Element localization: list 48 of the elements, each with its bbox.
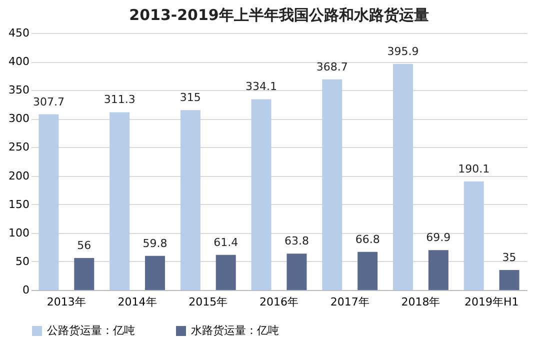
data-label: 59.8 bbox=[142, 236, 168, 250]
data-label: 56 bbox=[77, 239, 92, 252]
x-tick-label: 2018年 bbox=[401, 296, 440, 308]
data-label: 63.8 bbox=[284, 234, 309, 248]
legend-label: 水路货运量：亿吨 bbox=[191, 324, 279, 337]
y-tick-label: 200 bbox=[8, 169, 30, 182]
data-label: 311.3 bbox=[104, 93, 136, 106]
bar bbox=[180, 110, 200, 290]
y-tick-label: 300 bbox=[8, 112, 30, 126]
bar bbox=[322, 79, 342, 290]
data-label: 35 bbox=[502, 251, 516, 264]
y-tick-label: 0 bbox=[22, 284, 30, 296]
bar bbox=[358, 252, 378, 290]
data-label: 368.7 bbox=[316, 60, 348, 74]
y-tick-label: 450 bbox=[8, 26, 30, 40]
bar bbox=[464, 181, 484, 290]
x-tick-label: 2014年 bbox=[118, 296, 157, 308]
y-tick-label: 100 bbox=[8, 226, 30, 240]
bar bbox=[110, 112, 130, 290]
x-tick-label: 2015年 bbox=[188, 296, 228, 308]
bar bbox=[428, 250, 448, 290]
bar bbox=[38, 114, 59, 290]
bar bbox=[251, 99, 272, 290]
bar bbox=[74, 258, 94, 290]
data-label: 61.4 bbox=[214, 236, 238, 249]
bar bbox=[286, 254, 307, 290]
y-tick-label: 150 bbox=[8, 198, 30, 211]
data-label: 69.9 bbox=[426, 231, 451, 244]
bar bbox=[393, 64, 413, 290]
x-tick-label: 2016年 bbox=[260, 296, 298, 308]
data-label: 395.9 bbox=[387, 44, 419, 58]
legend-label: 公路货运量：亿吨 bbox=[47, 324, 135, 337]
y-tick-label: 50 bbox=[16, 254, 30, 268]
data-label: 66.8 bbox=[355, 232, 380, 246]
y-tick-label: 250 bbox=[8, 140, 30, 154]
x-tick-label: 2013年 bbox=[46, 296, 86, 308]
data-label: 190.1 bbox=[458, 162, 490, 176]
bar bbox=[216, 254, 236, 290]
bar bbox=[499, 270, 520, 290]
bar bbox=[145, 256, 165, 290]
x-tick-label: 2019年H1 bbox=[464, 296, 519, 308]
y-tick-label: 400 bbox=[8, 55, 30, 68]
y-tick-label: 350 bbox=[8, 84, 30, 97]
data-label: 334.1 bbox=[246, 80, 278, 94]
data-label: 315 bbox=[180, 91, 201, 104]
chart-title: 2013-2019年上半年我国公路和水路货运量 bbox=[129, 6, 429, 24]
x-tick-label: 2017年 bbox=[330, 296, 370, 308]
data-label: 307.7 bbox=[32, 95, 64, 108]
